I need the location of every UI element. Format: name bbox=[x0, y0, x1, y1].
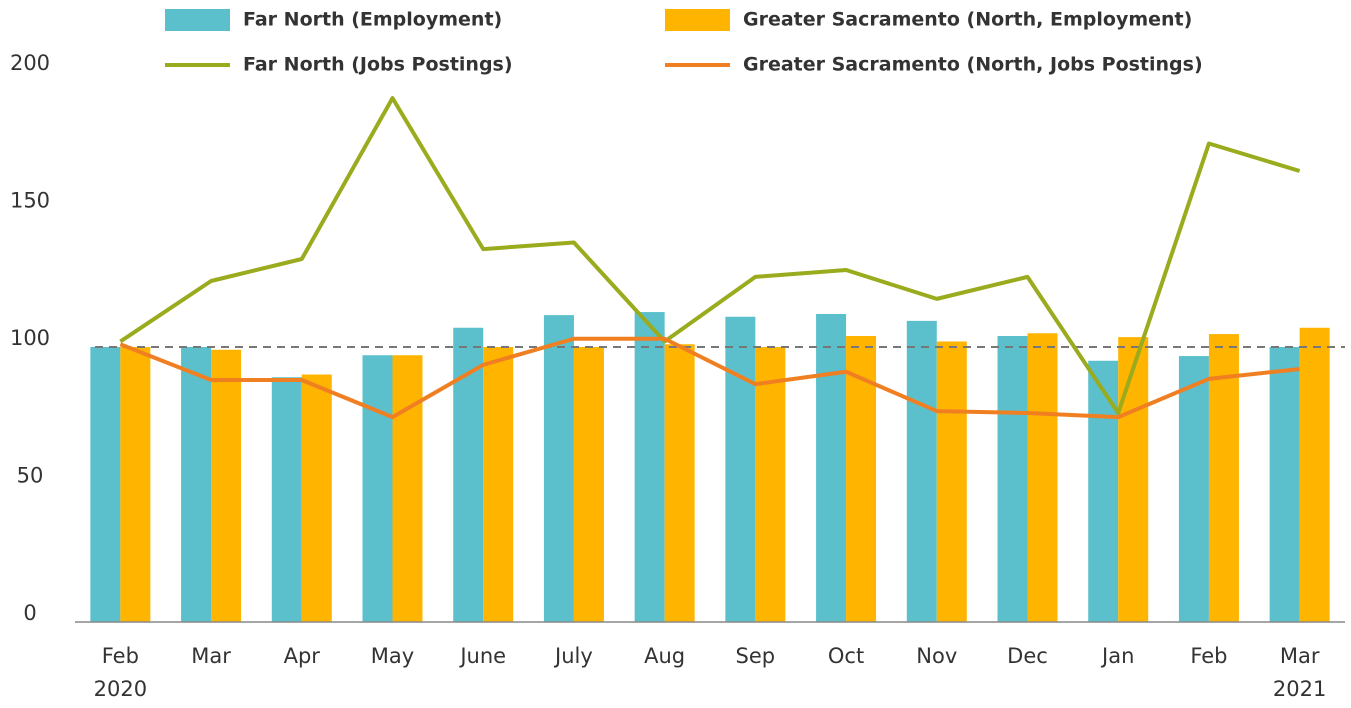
x-tick-label: May bbox=[371, 644, 414, 668]
bar bbox=[997, 336, 1028, 622]
x-tick-label: Sep bbox=[736, 644, 776, 668]
bar bbox=[301, 374, 332, 622]
bar bbox=[664, 344, 695, 622]
x-tick-label: Dec bbox=[1007, 644, 1048, 668]
bar bbox=[1299, 327, 1330, 622]
legend-swatch bbox=[665, 9, 730, 31]
bar bbox=[1269, 347, 1300, 622]
legend-label: Far North (Jobs Postings) bbox=[243, 54, 513, 76]
bar bbox=[211, 349, 242, 622]
x-tick-label: Oct bbox=[828, 644, 864, 668]
bar bbox=[453, 327, 484, 622]
bar bbox=[906, 320, 937, 622]
y-tick-label: 200 bbox=[10, 51, 50, 75]
legend-label: Greater Sacramento (North, Jobs Postings… bbox=[743, 54, 1203, 76]
legend-label: Far North (Employment) bbox=[243, 9, 502, 31]
x-tick-year: 2021 bbox=[1273, 677, 1326, 701]
bar bbox=[936, 341, 967, 622]
bar bbox=[483, 347, 514, 622]
x-tick-label: June bbox=[458, 644, 506, 668]
bar bbox=[755, 347, 786, 622]
x-tick-label: Apr bbox=[284, 644, 321, 668]
x-tick-label: Aug bbox=[644, 644, 685, 668]
bar bbox=[1027, 333, 1058, 622]
x-tick-label: Feb bbox=[102, 644, 139, 668]
bar bbox=[181, 347, 212, 622]
bar bbox=[392, 355, 423, 622]
bar bbox=[1208, 334, 1239, 622]
y-tick-label: 0 bbox=[23, 601, 36, 625]
y-tick-label: 150 bbox=[10, 189, 50, 213]
legend-label: Greater Sacramento (North, Employment) bbox=[743, 9, 1192, 31]
bar bbox=[362, 355, 393, 622]
bar bbox=[816, 314, 847, 622]
bar bbox=[543, 315, 574, 622]
legend-swatch bbox=[165, 9, 230, 31]
x-tick-label: Nov bbox=[916, 644, 957, 668]
line-series bbox=[119, 96, 1301, 415]
x-tick-label: Mar bbox=[191, 644, 231, 668]
bar bbox=[725, 316, 756, 622]
bar bbox=[634, 312, 665, 622]
x-tick-year: 2020 bbox=[94, 677, 147, 701]
bar bbox=[1088, 360, 1119, 622]
line-series bbox=[119, 336, 1300, 420]
bar bbox=[573, 347, 604, 622]
x-tick-label: Mar bbox=[1280, 644, 1320, 668]
x-tick-label: Feb bbox=[1190, 644, 1227, 668]
x-tick-label: July bbox=[553, 644, 593, 668]
bar bbox=[90, 347, 121, 622]
bar bbox=[1118, 337, 1149, 622]
y-tick-label: 50 bbox=[17, 464, 44, 488]
bar bbox=[120, 347, 151, 622]
bar bbox=[271, 377, 302, 622]
y-tick-label: 100 bbox=[10, 326, 50, 350]
x-tick-label: Jan bbox=[1100, 644, 1134, 668]
bar bbox=[1178, 356, 1209, 622]
